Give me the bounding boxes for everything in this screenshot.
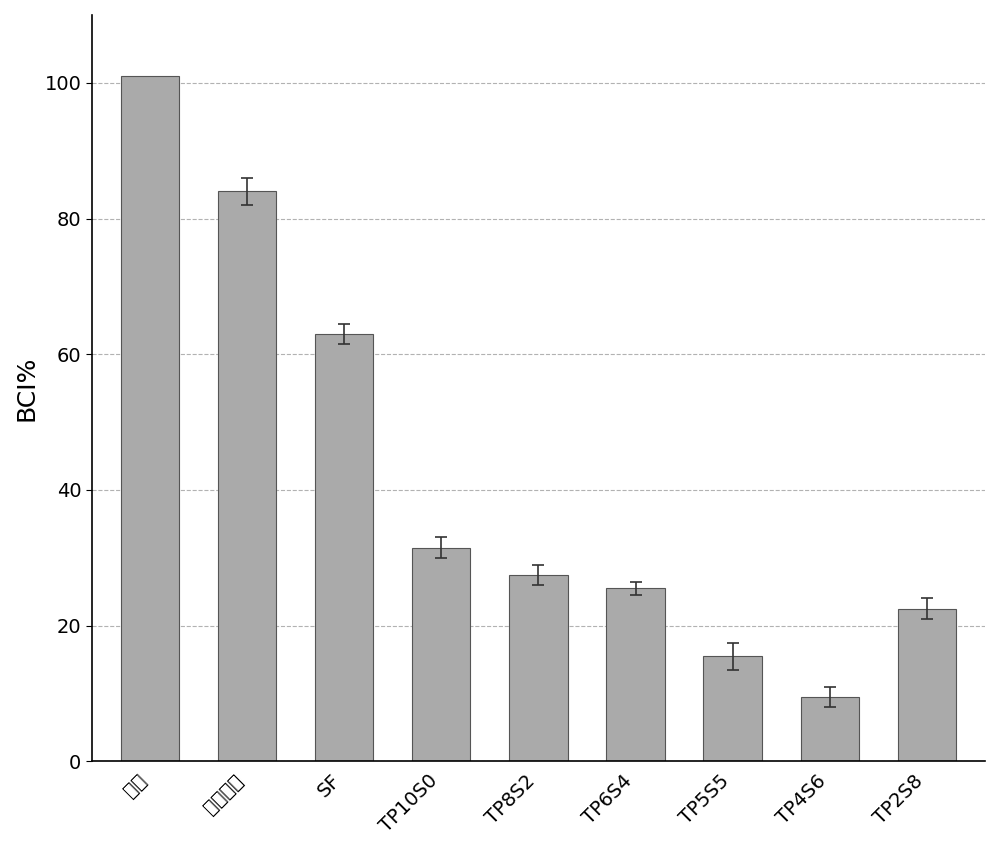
Bar (801, 697, 859, 762)
Bar (412, 547, 470, 762)
Bar (703, 656, 762, 762)
Bar (898, 608, 956, 762)
Bar (606, 588, 665, 762)
Bar (218, 191, 276, 762)
Bar (121, 76, 179, 762)
Bar (509, 574, 568, 762)
Bar (315, 334, 373, 762)
Y-axis label: BCI%: BCI% (15, 356, 39, 421)
